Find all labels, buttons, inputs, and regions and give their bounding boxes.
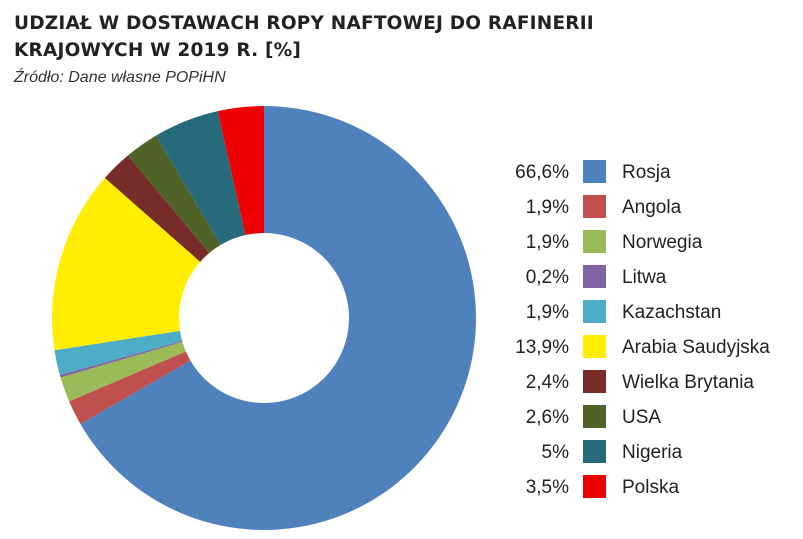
legend-label-usa: USA: [622, 407, 661, 428]
legend-value-nigeria: 5%: [542, 442, 570, 463]
legend-label-polska: Polska: [622, 477, 679, 498]
slice-litwa: [59, 340, 183, 378]
legend-swatch-polska: [583, 475, 606, 498]
legend-label-litwa: Litwa: [622, 267, 667, 288]
legend-value-litwa: 0,2%: [526, 267, 569, 288]
slice-usa: [127, 135, 221, 253]
legend-value-angola: 1,9%: [526, 197, 569, 218]
slice-nigeria: [155, 111, 246, 245]
legend-swatch-wielka-brytania: [583, 370, 606, 393]
legend-value-kazachstan: 1,9%: [526, 302, 569, 323]
legend-label-wielka-brytania: Wielka Brytania: [622, 372, 754, 393]
legend-value-arabia-saudyjska: 13,9%: [515, 337, 569, 358]
legend-swatch-usa: [583, 405, 606, 428]
legend-value-norwegia: 1,9%: [526, 232, 569, 253]
legend-label-angola: Angola: [622, 197, 682, 218]
legend-label-kazachstan: Kazachstan: [622, 302, 721, 323]
slice-polska: [217, 106, 264, 236]
slice-angola: [69, 351, 191, 424]
chart-title-line-1: UDZIAŁ W DOSTAWACH ROPY NAFTOWEJ DO RAFI…: [14, 13, 594, 34]
legend-label-nigeria: Nigeria: [622, 442, 683, 463]
legend-swatch-norwegia: [583, 230, 606, 253]
legend-swatch-litwa: [583, 265, 606, 288]
legend-swatch-angola: [583, 195, 606, 218]
chart-source-note: Źródło: Dane własne POPiHN: [14, 69, 226, 86]
slice-norwegia: [60, 341, 186, 402]
legend-value-usa: 2,6%: [526, 407, 569, 428]
chart-title-line-2: KRAJOWYCH W 2019 R. [%]: [14, 40, 302, 61]
legend-label-norwegia: Norwegia: [622, 232, 703, 253]
slice-wielka-brytania: [104, 155, 210, 262]
legend-value-rosja: 66,6%: [515, 162, 569, 183]
legend-value-polska: 3,5%: [526, 477, 569, 498]
slice-kazachstan: [54, 330, 183, 375]
slice-rosja: [80, 106, 476, 530]
slice-arabia-saudyjska: [51, 177, 201, 351]
legend-swatch-kazachstan: [583, 300, 606, 323]
donut-slices: [51, 106, 476, 530]
legend-swatch-rosja: [583, 160, 606, 183]
legend-swatch-nigeria: [583, 440, 606, 463]
legend-label-rosja: Rosja: [622, 162, 671, 183]
legend-swatch-arabia-saudyjska: [583, 335, 606, 358]
legend-label-arabia-saudyjska: Arabia Saudyjska: [622, 337, 770, 358]
legend-value-wielka-brytania: 2,4%: [526, 372, 569, 393]
chart-legend: 66,6% Rosja 1,9% Angola 1,9% Norwegia 0,2% Litw…: [515, 160, 770, 498]
chart-title: UDZIAŁ W DOSTAWACH ROPY NAFTOWEJ DO RAFI…: [14, 10, 634, 64]
